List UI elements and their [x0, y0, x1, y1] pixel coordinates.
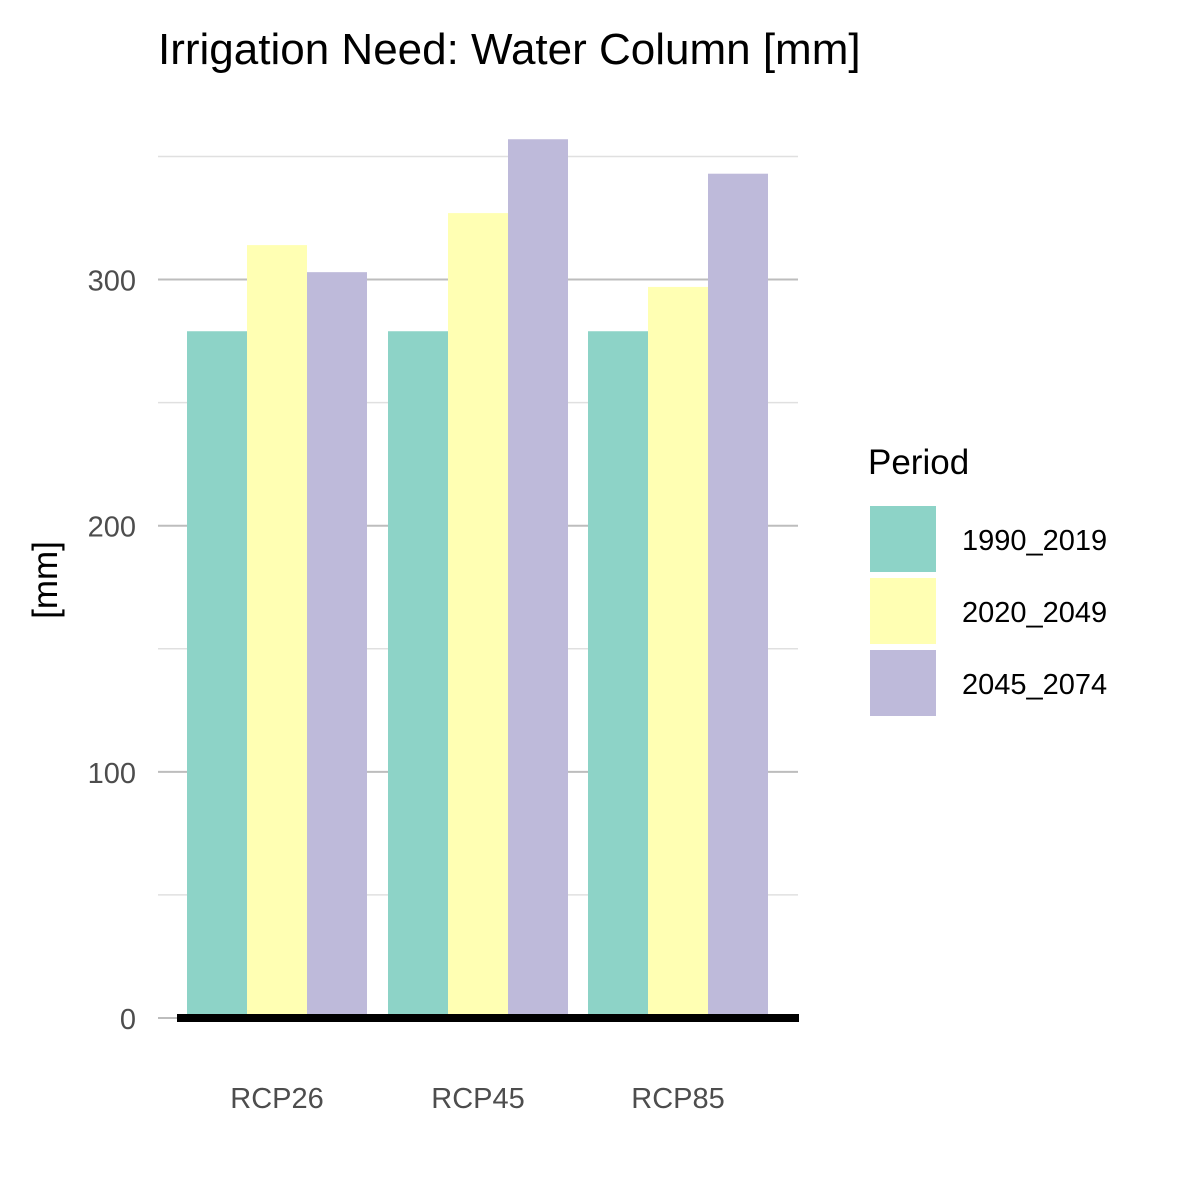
legend: Period 1990_2019 2020_2049 2045_2074 [868, 443, 1107, 716]
legend-label: 2045_2074 [962, 669, 1107, 701]
x-tick-label: RCP26 [230, 1083, 324, 1115]
y-tick-label: 300 [88, 266, 136, 298]
bar-rcp45-1990-2019 [388, 331, 448, 1019]
x-tick-label: RCP45 [431, 1083, 525, 1115]
y-tick-label: 200 [88, 512, 136, 544]
y-axis-label: [mm] [26, 541, 65, 619]
legend-title: Period [868, 443, 969, 482]
bar-rcp85-1990-2019 [588, 331, 648, 1019]
bar-rcp26-2045-2074 [307, 272, 367, 1018]
bar-rcp85-2045-2074 [708, 173, 768, 1018]
bar-rcp45-2045-2074 [508, 139, 568, 1018]
legend-swatch [870, 506, 936, 572]
bar-rcp45-2020-2049 [448, 213, 508, 1019]
y-tick-label: 100 [88, 758, 136, 790]
x-ticks: RCP26 RCP45 RCP85 [230, 1083, 725, 1115]
bars [187, 139, 768, 1019]
bar-rcp85-2020-2049 [648, 286, 708, 1018]
chart-title: Irrigation Need: Water Column [mm] [158, 25, 861, 74]
bar-rcp26-2020-2049 [247, 245, 307, 1019]
x-tick-label: RCP85 [631, 1083, 725, 1115]
legend-label: 1990_2019 [962, 525, 1107, 557]
legend-swatch [870, 650, 936, 716]
legend-swatch [870, 578, 936, 644]
y-ticks: 0 100 200 300 [88, 266, 136, 1036]
y-tick-label: 0 [120, 1004, 136, 1036]
legend-label: 2020_2049 [962, 597, 1107, 629]
bar-rcp26-1990-2019 [187, 331, 247, 1019]
